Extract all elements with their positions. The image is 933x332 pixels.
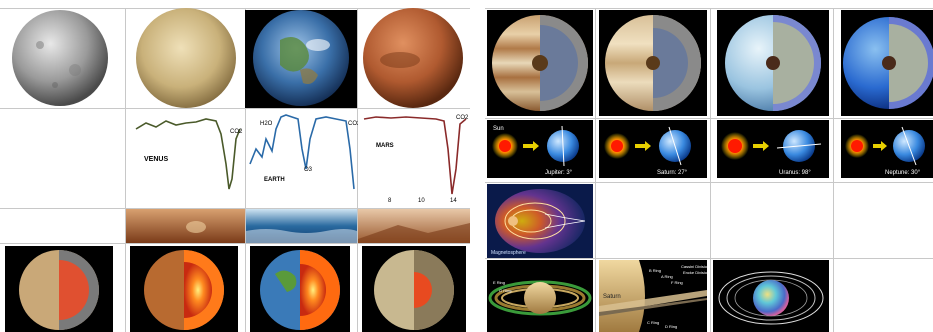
ring-label-c: C Ring	[647, 320, 659, 325]
ring-label-g: G Ring	[499, 288, 511, 293]
earth-h2o-label: H2O	[260, 121, 273, 127]
ring-label-b: B Ring	[649, 268, 661, 273]
saturn-ring-closeup: Saturn B Ring A Ring F Ring Cassini Divi…	[599, 260, 709, 332]
mars-tick-10: 10	[418, 198, 425, 204]
mars-spectrum-label: MARS	[376, 143, 394, 149]
mercury-globe	[12, 10, 108, 106]
tilt-neptune: Neptune: 30°	[841, 120, 933, 178]
ring-system-row: E Ring G Ring Saturn B Ring A Ring F Rin…	[485, 260, 933, 332]
earth-spectrum-label: EARTH	[264, 177, 285, 183]
earth-o3-label: O3	[304, 167, 313, 173]
ring-label-cassini: Cassini Division	[681, 264, 709, 269]
uranus-rings-image	[713, 260, 829, 332]
axial-tilt-row: Sun Jupiter: 3° Saturn: 27° Uranus: 98°	[485, 120, 933, 180]
ring-label-a: A Ring	[661, 274, 673, 279]
gridline	[485, 258, 933, 259]
tilt-uranus: Uranus: 98°	[717, 120, 829, 178]
tilt-caption-saturn: Saturn: 27°	[657, 170, 688, 176]
tilt-caption-jupiter: Jupiter: 3°	[545, 170, 573, 176]
saturn-closeup-label: Saturn	[603, 294, 621, 300]
ring-label-d: D Ring	[665, 324, 677, 329]
mars-co2-label: CO2	[456, 115, 469, 121]
terrestrial-planets-panel: VENUS CO2 H2O O3 CO2 EARTH MARS CO2 8 10…	[0, 0, 470, 332]
sun-label: Sun	[493, 126, 504, 132]
ring-label-e: E Ring	[493, 280, 505, 285]
venus-co2-label: CO2	[230, 129, 243, 135]
tilt-caption-neptune: Neptune: 30°	[885, 170, 921, 176]
tilt-jupiter: Sun Jupiter: 3°	[487, 120, 593, 178]
spectra-row: VENUS CO2 H2O O3 CO2 EARTH MARS CO2 8 10…	[126, 109, 470, 208]
venus-globe	[136, 8, 236, 108]
planet-photo-row	[0, 0, 470, 108]
giant-cutaway-row	[485, 10, 933, 116]
tilt-saturn: Saturn: 27°	[599, 120, 707, 178]
gridline	[485, 8, 933, 9]
ring-label-encke: Encke Division	[683, 270, 709, 275]
gridline	[485, 182, 933, 183]
gridline	[485, 118, 933, 119]
venus-spectrum-label: VENUS	[144, 156, 168, 163]
surface-photo-row	[126, 209, 470, 243]
tilt-caption-uranus: Uranus: 98°	[779, 170, 811, 176]
giant-planets-panel: Sun Jupiter: 3° Saturn: 27° Uranus: 98°	[485, 0, 933, 332]
venus-surface-photo	[126, 209, 245, 243]
magnetosphere-image: Magnetosphere	[485, 184, 595, 258]
saturn-ring-diagram: E Ring G Ring	[487, 260, 593, 332]
magnetosphere-label: Magnetosphere	[491, 250, 526, 256]
terrestrial-cutaway-row	[0, 244, 470, 332]
mars-tick-14: 14	[450, 198, 457, 204]
ring-label-f: F Ring	[671, 280, 683, 285]
